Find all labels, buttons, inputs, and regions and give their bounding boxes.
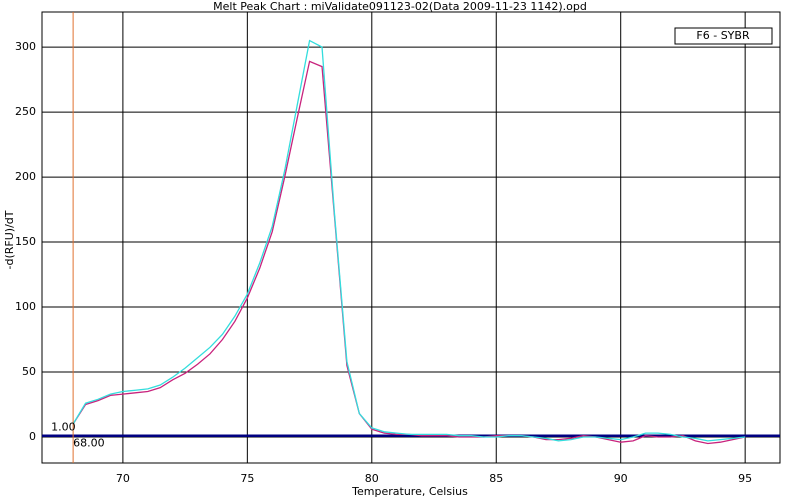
x-tick-label: 75 bbox=[240, 472, 254, 485]
y-tick-label: 250 bbox=[15, 105, 36, 118]
y-tick-label: 50 bbox=[22, 365, 36, 378]
x-axis-label: Temperature, Celsius bbox=[351, 485, 468, 498]
y-tick-label: 200 bbox=[15, 170, 36, 183]
cursor-label: 68.00 bbox=[73, 437, 105, 450]
data-line bbox=[72, 39, 746, 442]
x-tick-label: 85 bbox=[489, 472, 503, 485]
y-tick-label: 300 bbox=[15, 40, 36, 53]
x-tick-label: 70 bbox=[116, 472, 130, 485]
y-tick-label: 0 bbox=[29, 430, 36, 443]
y-tick-label: 100 bbox=[15, 300, 36, 313]
x-tick-label: 95 bbox=[738, 472, 752, 485]
legend-box bbox=[674, 27, 773, 45]
y-tick-label: 150 bbox=[15, 235, 36, 248]
x-tick-label: 80 bbox=[365, 472, 379, 485]
legend-title: F6 - SYBR bbox=[696, 29, 750, 42]
plot-area bbox=[41, 11, 781, 464]
threshold-label: 1.00 bbox=[51, 421, 76, 434]
y-axis-label: -d(RFU)/dT bbox=[3, 210, 16, 269]
x-tick-label: 90 bbox=[614, 472, 628, 485]
chart-title: Melt Peak Chart : miValidate091123-02(Da… bbox=[213, 0, 587, 13]
